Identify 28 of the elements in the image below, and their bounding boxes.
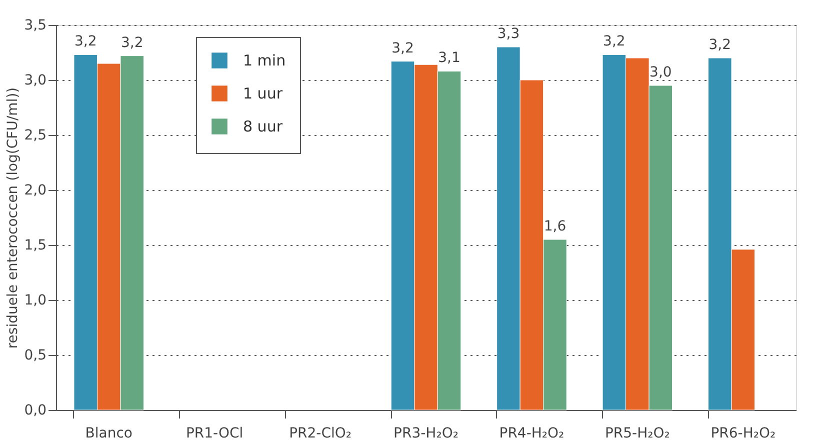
legend-label: 8 uur (243, 118, 284, 136)
y-axis-title: residuele enterococcen (log(CFU/ml)) (5, 87, 22, 349)
x-tick-label: PR4-H₂O₂ (499, 426, 564, 442)
y-tick-label: 2,0 (24, 182, 46, 198)
data-label: 3,2 (120, 34, 144, 51)
y-tick-label: 0,0 (24, 402, 46, 418)
y-tick-label: 3,5 (24, 18, 46, 34)
data-label: 3,2 (603, 34, 626, 50)
y-tick-label: 2,5 (24, 128, 46, 144)
data-label: 3,3 (497, 26, 520, 42)
data-label: 3,0 (650, 64, 672, 80)
legend-label: 1 min (243, 52, 286, 70)
x-tick-label: PR6-H₂O₂ (710, 426, 776, 442)
y-tick-label: 0,5 (24, 348, 46, 364)
legend-label: 1 uur (243, 84, 284, 102)
x-tick-label: PR1-OCl (186, 426, 244, 442)
y-tick-label: 3,0 (24, 72, 46, 88)
y-tick-label: 1,0 (24, 292, 46, 308)
data-label: 3,2 (74, 34, 97, 50)
x-tick-label: Blanco (85, 426, 132, 442)
x-tick-label: PR5-H₂O₂ (604, 426, 670, 442)
x-tick-label: PR3-H₂O₂ (394, 426, 458, 442)
data-label: 1,6 (544, 218, 566, 234)
x-tick-label: PR2-ClO₂ (289, 426, 352, 442)
y-tick-label: 1,5 (24, 238, 46, 254)
data-label: 3,2 (392, 40, 414, 56)
data-label: 3,2 (708, 37, 732, 53)
data-label: 3,1 (438, 50, 460, 66)
